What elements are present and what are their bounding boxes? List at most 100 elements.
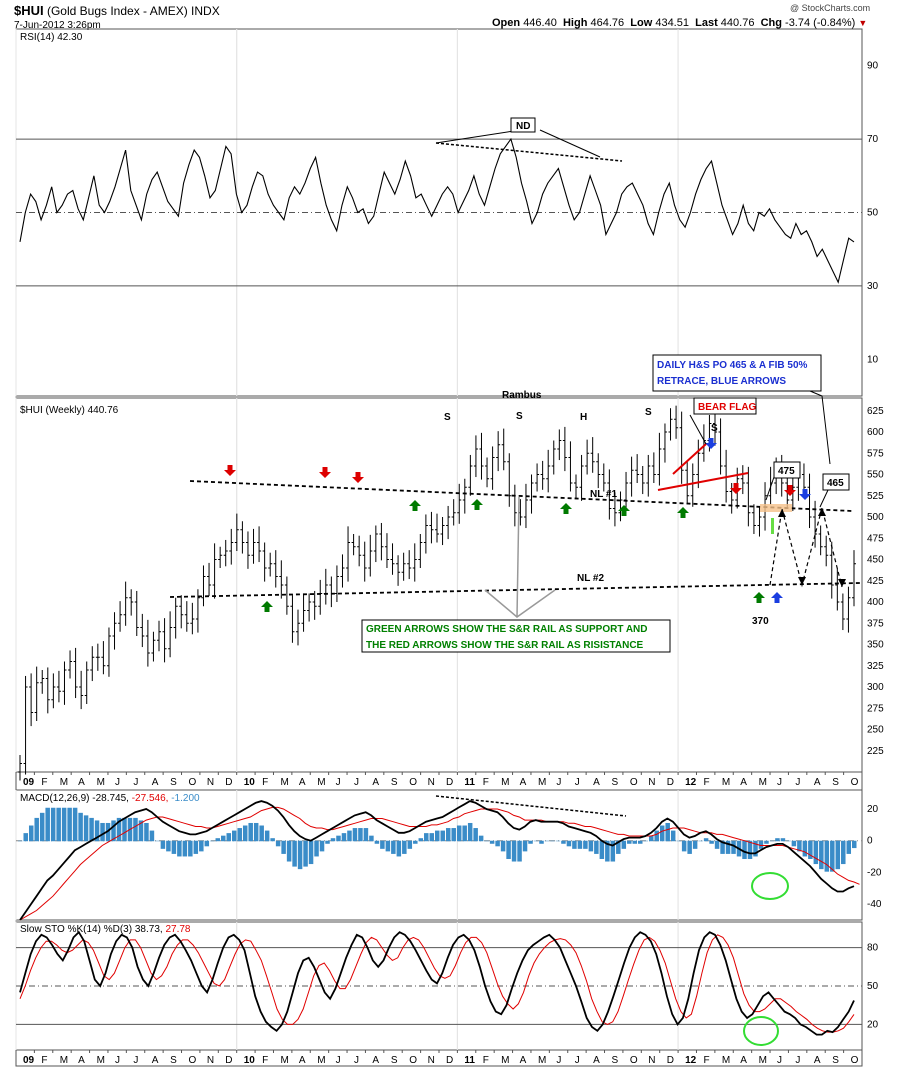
x-tick-month: M: [501, 1055, 509, 1066]
macd-hist-bar: [281, 840, 286, 854]
macd-hist-bar: [665, 822, 670, 842]
price-y-tick: 300: [867, 682, 884, 693]
x-tick-month: F: [41, 1055, 47, 1066]
x-tick-month: S: [170, 777, 177, 788]
x-tick-month: J: [777, 777, 782, 788]
x-tick-month: F: [703, 1055, 709, 1066]
x-tick-month: M: [759, 1055, 767, 1066]
macd-hist-bar: [155, 840, 160, 842]
price-y-tick: 450: [867, 555, 884, 566]
x-tick-month: 10: [244, 777, 256, 788]
x-tick-month: N: [648, 1055, 655, 1066]
macd-hist-bar: [369, 835, 374, 842]
macd-hist-bar: [841, 840, 846, 865]
macd-y-tick: -20: [867, 867, 882, 878]
sto-y-tick: 80: [867, 943, 879, 954]
blue-target-arrow: [799, 489, 811, 500]
x-tick-month: M: [317, 777, 325, 788]
path-arrowhead: [778, 509, 786, 517]
macd-hist-bar: [473, 828, 478, 842]
macd-hist-bar: [511, 840, 517, 862]
x-tick-month: O: [409, 1055, 417, 1066]
panel-frame-price: [15, 397, 863, 773]
chart-date: 7-Jun-2012 3:26pm: [14, 20, 101, 31]
macd-hist-bar: [133, 817, 138, 842]
nd-label: ND: [516, 121, 530, 132]
macd-hist-bar: [242, 825, 248, 842]
x-tick-month: M: [280, 1055, 288, 1066]
x-tick-month: O: [630, 1055, 638, 1066]
macd-hist-bar: [308, 840, 314, 865]
macd-hist-bar: [78, 812, 83, 842]
x-tick-month: A: [372, 1055, 379, 1066]
macd-signal-line: [19, 806, 860, 921]
macd-hist-bar: [703, 838, 709, 842]
macd-y-tick: 20: [867, 804, 879, 815]
x-tick-month: A: [152, 1055, 159, 1066]
macd-hist-bar: [347, 830, 352, 842]
copyright: @ StockCharts.com: [790, 3, 871, 13]
high-value: 464.76: [590, 17, 625, 29]
x-tick-month: 09: [23, 1055, 35, 1066]
macd-hist-bar: [440, 830, 445, 842]
price-y-tick: 225: [867, 746, 884, 757]
chg-value: -3.74 (-0.84%): [785, 17, 856, 29]
macd-hist-bar: [720, 840, 725, 854]
macd-y-tick: 0: [867, 836, 873, 847]
macd-hist-bar: [270, 838, 275, 842]
rsi-line: [19, 137, 855, 284]
head-shoulder-label: S: [516, 411, 523, 422]
x-tick-month: D: [667, 777, 674, 788]
x-tick-month: S: [832, 777, 839, 788]
macd-hist-bar: [374, 840, 380, 844]
x-tick-month: J: [115, 1055, 120, 1066]
macd-hist-bar: [747, 840, 753, 859]
nl2-label: NL #2: [577, 573, 604, 584]
macd-hist-bar: [462, 825, 467, 842]
daily-hs-pointer: [809, 390, 831, 465]
macd-hist-bar: [577, 840, 583, 849]
macd-y-tick: -40: [867, 899, 882, 910]
macd-hist-bar: [402, 840, 407, 854]
x-tick-month: J: [556, 1055, 561, 1066]
x-tick-month: O: [409, 777, 417, 788]
macd-hist-bar: [456, 825, 462, 842]
macd-hist-bar: [23, 833, 28, 842]
blue-target-arrow: [705, 438, 717, 449]
green-support-arrow: [677, 507, 689, 518]
macd-hist-bar: [808, 840, 813, 859]
x-tick-month: A: [814, 777, 821, 788]
x-tick-month: A: [520, 1055, 527, 1066]
macd-hist-bar: [231, 830, 237, 842]
macd-hist-bar: [418, 838, 424, 842]
macd-hist-bar: [352, 828, 358, 842]
price-y-tick: 325: [867, 661, 884, 672]
macd-hist-bar: [286, 840, 292, 862]
macd-hist-bar: [769, 840, 775, 842]
index-name: (Gold Bugs Index - AMEX): [46, 4, 188, 18]
macd-hist-bar: [467, 822, 473, 842]
ohlc-readout: Open 446.40 High 464.76 Low 434.51 Last …: [492, 17, 867, 29]
x-tick-month: F: [483, 1055, 489, 1066]
macd-hist-bar: [45, 807, 50, 842]
macd-line: [19, 800, 855, 921]
x-tick-month: A: [593, 1055, 600, 1066]
macd-hist-bar: [802, 840, 808, 857]
macd-hist-bar: [588, 840, 594, 852]
macd-hist-bar: [572, 840, 577, 849]
macd-hist-bar: [610, 840, 616, 862]
macd-hist-bar: [292, 840, 297, 867]
macd-hist-bar: [528, 840, 533, 844]
macd-hist-bar: [698, 840, 703, 842]
sr-rail-label-1: GREEN ARROWS SHOW THE S&R RAIL AS SUPPOR…: [366, 624, 648, 635]
sto-k-line: [19, 930, 855, 1036]
green-support-arrow: [471, 499, 483, 510]
macd-hist-bar: [648, 835, 654, 842]
macd-hist-bar: [226, 833, 231, 842]
macd-hist-bar: [522, 840, 528, 852]
macd-hist-bar: [105, 822, 111, 842]
nd-pointer: [539, 129, 601, 158]
macd-hist-bar: [539, 840, 544, 844]
price-y-tick: 475: [867, 533, 884, 544]
rsi-y-tick: 10: [867, 354, 879, 365]
